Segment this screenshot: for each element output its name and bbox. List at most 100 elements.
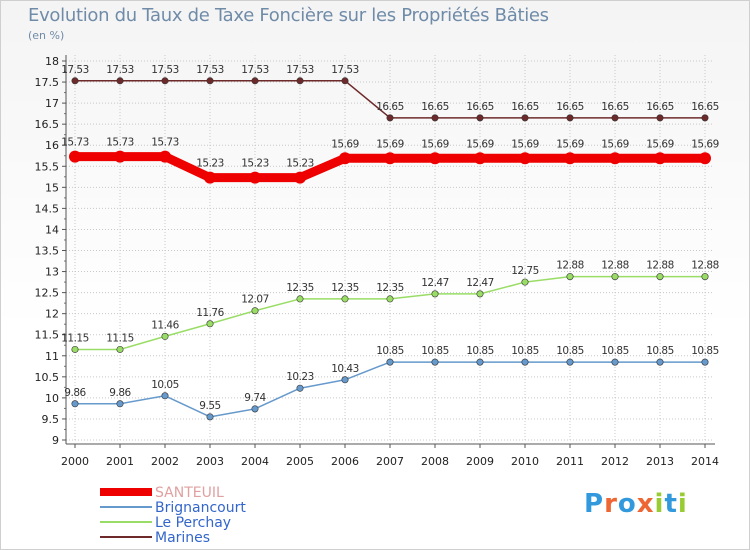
data-label-santeuil: 15.73 [151, 137, 179, 149]
x-tick-labels: 2000 2001 2002 2003 2004 2005 2006 2007 2008 2009… [61, 455, 719, 468]
data-label-le-perchay: 12.88 [691, 260, 719, 272]
data-label-le-perchay: 12.88 [646, 260, 674, 272]
data-point-santeuil [384, 152, 396, 165]
data-point-le-perchay [521, 278, 529, 286]
data-point-brignancourt [251, 405, 259, 413]
data-point-le-perchay [251, 307, 259, 315]
data-point-le-perchay [431, 290, 439, 298]
data-label-santeuil: 15.69 [511, 138, 539, 150]
data-point-marines [431, 114, 439, 122]
legend-label-marines: Marines [155, 530, 210, 546]
grid-lines [66, 55, 712, 441]
data-label-le-perchay: 12.47 [421, 277, 449, 289]
series-lines [69, 77, 711, 421]
logo-letter: x [636, 489, 655, 519]
logo-letter: i [654, 489, 665, 519]
data-label-brignancourt: 10.85 [556, 345, 584, 357]
data-point-le-perchay [71, 345, 79, 353]
x-tick-label: 2006 [331, 455, 359, 468]
logo-letter: o [617, 489, 637, 519]
x-tick-label: 2007 [376, 455, 404, 468]
data-point-le-perchay [476, 290, 484, 298]
x-tick-label: 2003 [196, 455, 224, 468]
data-point-brignancourt [611, 358, 619, 366]
x-tick-label: 2013 [646, 455, 674, 468]
data-label-le-perchay: 12.35 [376, 282, 404, 294]
data-label-marines: 16.65 [376, 101, 404, 113]
data-label-brignancourt: 10.23 [286, 371, 314, 383]
y-tick-label: 11 [45, 350, 59, 363]
y-tick-label: 14 [45, 223, 59, 236]
y-tick-label: 16 [45, 139, 59, 152]
data-point-le-perchay [116, 345, 124, 353]
data-point-marines [656, 114, 664, 122]
data-label-brignancourt: 10.85 [466, 345, 494, 357]
data-label-santeuil: 15.69 [421, 138, 449, 150]
data-point-brignancourt [701, 358, 709, 366]
data-label-santeuil: 15.69 [646, 138, 674, 150]
data-point-marines [116, 77, 124, 85]
data-label-le-perchay: 11.76 [196, 307, 224, 319]
data-label-le-perchay: 11.15 [61, 332, 89, 344]
data-label-marines: 16.65 [646, 101, 674, 113]
y-tick-labels: 9 9.5 10 10.5 11 11.5 12 12.5 13 13.5 14 14.5 15 15.5… [35, 55, 60, 447]
y-tick-label: 9.5 [42, 413, 60, 426]
chart-title: Evolution du Taux de Taxe Foncière sur l… [28, 5, 549, 26]
data-label-le-perchay: 12.75 [511, 265, 539, 277]
data-point-marines [611, 114, 619, 122]
data-point-santeuil [519, 152, 531, 165]
data-label-santeuil: 15.23 [196, 158, 224, 170]
data-point-brignancourt [341, 376, 349, 384]
x-tick-label: 2014 [691, 455, 719, 468]
data-point-santeuil [699, 152, 711, 165]
data-point-marines [386, 114, 394, 122]
data-point-santeuil [294, 171, 306, 184]
y-tick-label: 13 [45, 266, 59, 279]
x-tick-label: 2010 [511, 455, 539, 468]
data-label-le-perchay: 12.88 [556, 260, 584, 272]
data-label-le-perchay: 12.35 [331, 282, 359, 294]
data-point-brignancourt [386, 358, 394, 366]
data-label-marines: 17.53 [151, 64, 179, 76]
data-label-le-perchay: 11.15 [106, 332, 134, 344]
y-tick-label: 14.5 [35, 202, 60, 215]
legend-label-santeuil: SANTEUIL [155, 485, 224, 501]
data-label-brignancourt: 10.85 [421, 345, 449, 357]
data-point-brignancourt [566, 358, 574, 366]
data-point-santeuil [654, 152, 666, 165]
data-label-santeuil: 15.69 [466, 138, 494, 150]
data-point-le-perchay [386, 295, 394, 303]
data-label-brignancourt: 10.43 [331, 363, 359, 375]
y-tick-label: 12 [45, 308, 59, 321]
data-label-brignancourt: 9.74 [244, 392, 266, 404]
data-label-brignancourt: 9.86 [109, 387, 131, 399]
data-point-le-perchay [161, 332, 169, 340]
y-tick-label: 15.5 [35, 160, 60, 173]
data-point-marines [296, 77, 304, 85]
data-point-santeuil [204, 171, 216, 184]
data-point-santeuil [564, 152, 576, 165]
data-label-le-perchay: 12.35 [286, 282, 314, 294]
data-label-marines: 16.65 [691, 101, 719, 113]
data-point-brignancourt [521, 358, 529, 366]
y-tick-label: 16.5 [35, 118, 60, 131]
data-label-marines: 17.53 [106, 64, 134, 76]
y-tick-label: 10.5 [35, 371, 60, 384]
x-tick-label: 2008 [421, 455, 449, 468]
data-point-santeuil [249, 171, 261, 184]
y-tick-label: 13.5 [35, 245, 60, 258]
data-point-marines [521, 114, 529, 122]
data-point-santeuil [69, 150, 81, 163]
data-point-brignancourt [161, 392, 169, 400]
data-label-marines: 16.65 [601, 101, 629, 113]
data-point-le-perchay [341, 295, 349, 303]
x-tick-label: 2000 [61, 455, 89, 468]
data-label-marines: 17.53 [331, 64, 359, 76]
data-label-marines: 16.65 [421, 101, 449, 113]
data-label-marines: 16.65 [556, 101, 584, 113]
data-label-le-perchay: 12.88 [601, 260, 629, 272]
data-point-santeuil [339, 152, 351, 165]
data-label-le-perchay: 11.46 [151, 319, 179, 331]
unit-label: (en %) [28, 29, 65, 42]
